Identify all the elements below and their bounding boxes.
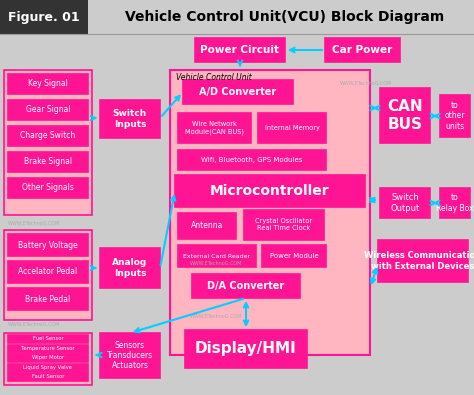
Text: Wifi, Bluetooth, GPS Modules: Wifi, Bluetooth, GPS Modules — [201, 157, 303, 163]
FancyBboxPatch shape — [8, 363, 88, 372]
FancyBboxPatch shape — [8, 261, 88, 283]
FancyBboxPatch shape — [8, 234, 88, 256]
Text: Figure. 01: Figure. 01 — [8, 11, 80, 23]
Text: Key Signal: Key Signal — [28, 79, 68, 88]
FancyBboxPatch shape — [440, 188, 470, 218]
FancyBboxPatch shape — [100, 333, 160, 378]
Text: WWW.ETechnoG.COM: WWW.ETechnoG.COM — [8, 322, 60, 327]
Text: Power Module: Power Module — [270, 253, 319, 259]
FancyBboxPatch shape — [380, 188, 430, 218]
FancyBboxPatch shape — [185, 330, 307, 368]
Text: Sensors
Transducers
Actuators: Sensors Transducers Actuators — [107, 340, 153, 371]
Text: Wire Network
Module(CAN BUS): Wire Network Module(CAN BUS) — [185, 121, 244, 135]
FancyBboxPatch shape — [378, 240, 468, 282]
Text: Liquid Spray Valve: Liquid Spray Valve — [24, 365, 73, 370]
Text: Display/HMI: Display/HMI — [195, 342, 297, 357]
Text: Other Signals: Other Signals — [22, 184, 74, 192]
Text: Switch
Output: Switch Output — [391, 193, 419, 213]
Text: Internal Memory: Internal Memory — [264, 125, 319, 131]
FancyBboxPatch shape — [178, 245, 256, 267]
Text: CAN
BUS: CAN BUS — [387, 99, 423, 132]
Text: to
other
units: to other units — [445, 101, 465, 131]
Text: Temperature Sensor: Temperature Sensor — [21, 346, 75, 351]
FancyBboxPatch shape — [8, 152, 88, 172]
Text: to
Relay Box: to Relay Box — [436, 193, 474, 213]
FancyBboxPatch shape — [380, 88, 430, 143]
Text: Vehicle Control Unit: Vehicle Control Unit — [176, 73, 252, 83]
FancyBboxPatch shape — [8, 344, 88, 352]
FancyBboxPatch shape — [262, 245, 326, 267]
FancyBboxPatch shape — [325, 38, 400, 62]
Text: Switch
Inputs: Switch Inputs — [113, 109, 147, 129]
Text: Charge Switch: Charge Switch — [20, 132, 76, 141]
FancyBboxPatch shape — [100, 248, 160, 288]
Text: Vehicle Control Unit(VCU) Block Diagram: Vehicle Control Unit(VCU) Block Diagram — [126, 10, 445, 24]
Text: Gear Signal: Gear Signal — [26, 105, 70, 115]
Text: Brake Pedal: Brake Pedal — [26, 295, 71, 303]
FancyBboxPatch shape — [8, 74, 88, 94]
Text: D/A Converter: D/A Converter — [207, 281, 284, 291]
Text: Antenna: Antenna — [191, 222, 223, 231]
Text: Crystal Oscillator
Real Time Clock: Crystal Oscillator Real Time Clock — [255, 218, 312, 231]
Text: Wiper Motor: Wiper Motor — [32, 356, 64, 361]
Text: WWW.ETechnoG.COM: WWW.ETechnoG.COM — [340, 81, 392, 86]
Text: Analog
Inputs: Analog Inputs — [112, 258, 147, 278]
Text: Microcontroller: Microcontroller — [210, 184, 330, 198]
FancyBboxPatch shape — [0, 0, 88, 34]
Text: Power Circuit: Power Circuit — [201, 45, 280, 55]
Text: Fuel Sensor: Fuel Sensor — [33, 337, 64, 342]
FancyBboxPatch shape — [4, 333, 92, 385]
FancyBboxPatch shape — [183, 80, 293, 104]
Text: Battery Voltage: Battery Voltage — [18, 241, 78, 250]
FancyBboxPatch shape — [175, 175, 365, 207]
Text: Accelator Pedal: Accelator Pedal — [18, 267, 78, 276]
FancyBboxPatch shape — [8, 373, 88, 381]
Text: A/D Converter: A/D Converter — [200, 87, 277, 97]
Text: WWW.ETechnoG.COM: WWW.ETechnoG.COM — [8, 221, 60, 226]
Text: Car Power: Car Power — [332, 45, 392, 55]
Text: Wireless Communication
with External Devices: Wireless Communication with External Dev… — [365, 251, 474, 271]
FancyBboxPatch shape — [178, 150, 326, 170]
FancyBboxPatch shape — [8, 288, 88, 310]
FancyBboxPatch shape — [8, 354, 88, 362]
FancyBboxPatch shape — [178, 213, 236, 239]
FancyBboxPatch shape — [195, 38, 285, 62]
Text: Fault Sensor: Fault Sensor — [32, 374, 64, 380]
FancyBboxPatch shape — [258, 113, 326, 143]
FancyBboxPatch shape — [8, 178, 88, 198]
FancyBboxPatch shape — [4, 70, 92, 215]
FancyBboxPatch shape — [244, 210, 324, 240]
FancyBboxPatch shape — [440, 95, 470, 137]
Text: Brake Signal: Brake Signal — [24, 158, 72, 167]
Text: WWW.ETechnoG.COM: WWW.ETechnoG.COM — [190, 261, 242, 266]
FancyBboxPatch shape — [170, 70, 370, 355]
Text: External Card Reader: External Card Reader — [183, 254, 251, 258]
FancyBboxPatch shape — [8, 100, 88, 120]
FancyBboxPatch shape — [4, 230, 92, 320]
Text: WWW.ETechnoG.COM: WWW.ETechnoG.COM — [190, 314, 242, 319]
FancyBboxPatch shape — [192, 274, 300, 298]
FancyBboxPatch shape — [178, 113, 251, 143]
FancyBboxPatch shape — [8, 126, 88, 146]
FancyBboxPatch shape — [8, 335, 88, 343]
FancyBboxPatch shape — [100, 100, 160, 138]
